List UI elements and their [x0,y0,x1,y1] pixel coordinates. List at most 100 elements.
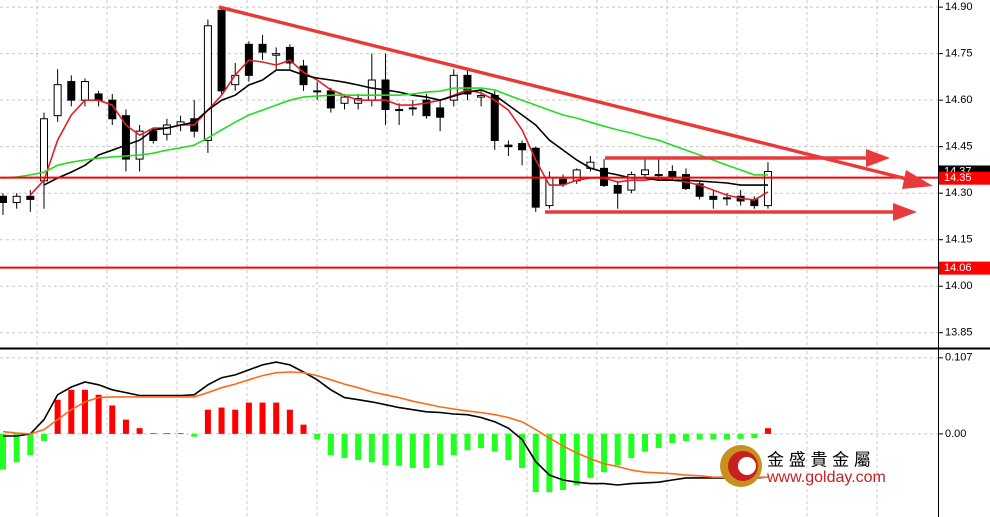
candle-body [162,124,171,135]
histogram-bar [327,433,334,456]
histogram-bar [341,433,348,459]
histogram-bar [355,433,362,461]
y-tick-label: 14.75 [945,48,973,60]
histogram-bar [491,433,498,452]
histogram-bar [300,424,307,434]
histogram-bar [437,433,444,466]
histogram-bar [122,419,129,434]
candle-body [463,74,472,95]
candle-body [67,81,76,101]
histogram-bar [423,433,430,468]
histogram-bar [204,409,211,434]
level-label-box [939,171,990,185]
candle-body [12,195,21,203]
candle-body [695,183,704,197]
histogram-bar [751,433,758,439]
candle-body [477,95,486,98]
candle-body [121,115,130,160]
histogram-bar [273,402,280,434]
histogram-bar [696,433,703,440]
candle-body [258,43,267,53]
histogram-bar [286,409,293,434]
indicator-line [2,371,768,478]
level-label: 14.35 [944,172,972,184]
histogram-bar [505,433,512,461]
indicator-line [3,361,769,486]
histogram-bar [710,433,717,440]
histogram-bar [546,433,553,493]
histogram-bar [478,433,485,449]
y-tick-label: 13.85 [945,327,973,339]
histogram-bar [54,399,61,434]
trend-lines [218,5,933,221]
histogram-bar [232,409,239,434]
histogram-bar [109,405,116,434]
histogram-bar [737,433,744,439]
y-tick-label: 14.30 [945,187,973,199]
histogram-bar [245,402,252,434]
arrow-head [893,203,917,221]
y-tick-label: 14.15 [945,234,973,246]
histogram-bar [136,428,143,434]
histogram-bar [409,433,416,468]
watermark: 金 盛 貴 金 屬 www.golday.com [720,445,886,487]
candle-body [422,99,431,117]
candle-body [763,170,772,207]
candle-body [0,195,7,203]
candle-body [326,90,335,109]
y-tick-label: 0.107 [945,352,973,364]
candle-body [722,197,731,200]
candle-body [149,130,158,141]
histogram-bar [13,433,20,463]
histogram-bar [382,433,389,466]
histogram-bar [150,433,157,434]
watermark-name: 金 盛 貴 金 屬 [767,450,871,469]
histogram-bar [368,433,375,463]
marks-layer [0,7,938,493]
candle-body [313,90,322,93]
candle-body [367,79,376,101]
histogram-bar [27,433,34,456]
histogram-bar [396,433,403,466]
candle-body [80,81,89,101]
candle-body [627,174,636,191]
histogram-bar [163,433,170,434]
histogram-bar [95,394,102,434]
histogram-bar [218,407,225,434]
histogram-bar [669,433,676,444]
candle-body [340,96,349,104]
grid-layer [0,0,938,517]
histogram-bar [40,433,47,441]
histogram-bar [655,433,662,449]
histogram-bar [764,428,771,434]
histogram-bar [259,402,266,434]
candle-body [613,184,622,194]
candle-body [94,93,103,101]
arrow-head [866,149,890,167]
candle-body [518,143,527,151]
histogram-bar [81,389,88,434]
candle-body [408,107,417,110]
candle-body [436,107,445,118]
histogram-bar [642,433,649,452]
candle-body [217,9,226,92]
candle-body [395,108,404,111]
candle-body [135,130,144,160]
histogram-bar [601,433,608,473]
logo-inner [738,457,756,475]
trend-line [218,5,916,183]
histogram-bar [723,433,730,440]
histogram-bar [177,433,184,434]
histogram-bar [532,433,539,493]
watermark-url: www.golday.com [766,469,886,486]
indicator-line [29,59,769,201]
indicator-line [2,87,768,179]
histogram-bar [191,433,198,437]
histogram-bar [573,433,580,486]
histogram-bar [464,433,471,451]
y-tick-label: 14.90 [945,1,973,13]
candle-body [53,84,62,117]
arrow-head [902,170,933,189]
